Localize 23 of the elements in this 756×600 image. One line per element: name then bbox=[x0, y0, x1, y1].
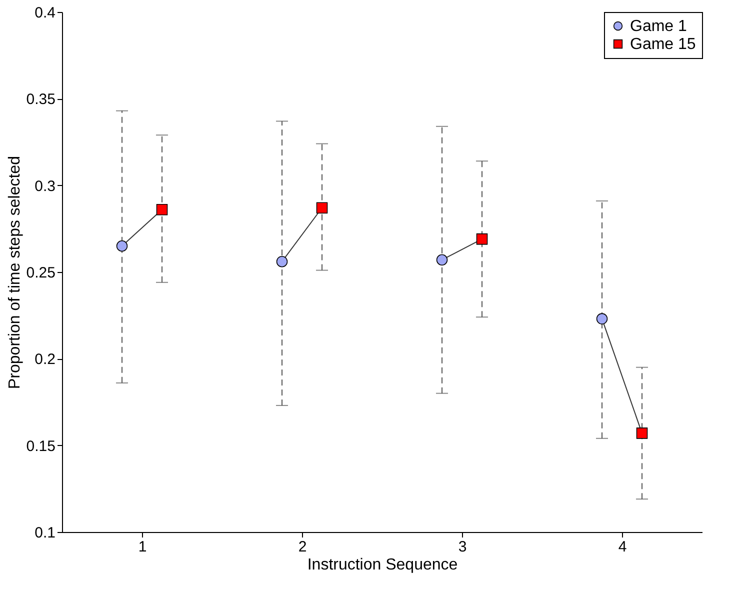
point bbox=[116, 240, 128, 252]
y-tick-label: 0.3 bbox=[34, 178, 56, 195]
x-tick-label: 4 bbox=[618, 538, 627, 556]
y-tick-label: 0.35 bbox=[26, 91, 56, 108]
point bbox=[276, 256, 288, 268]
y-tick-label: 0.15 bbox=[26, 438, 56, 455]
point bbox=[156, 204, 168, 216]
y-tick-label: 0.25 bbox=[26, 264, 56, 282]
point bbox=[636, 428, 648, 439]
y-tick-label: 0.1 bbox=[34, 524, 56, 542]
x-tick-label: 3 bbox=[458, 538, 467, 556]
point bbox=[316, 202, 328, 214]
x-tick-label: 1 bbox=[138, 538, 147, 556]
y-axis-title: Proportion of time steps selected bbox=[6, 156, 24, 390]
x-axis-title: Instruction Sequence bbox=[307, 556, 458, 574]
x-tick-label: 2 bbox=[298, 538, 307, 556]
legend-label: Game 1 bbox=[630, 18, 688, 35]
y-tick-label: 0.2 bbox=[34, 351, 56, 368]
y-tick-label: 0.4 bbox=[34, 4, 56, 22]
point bbox=[596, 313, 608, 324]
point bbox=[476, 233, 488, 245]
point bbox=[436, 254, 448, 266]
legend-label: Game 15 bbox=[630, 36, 696, 53]
